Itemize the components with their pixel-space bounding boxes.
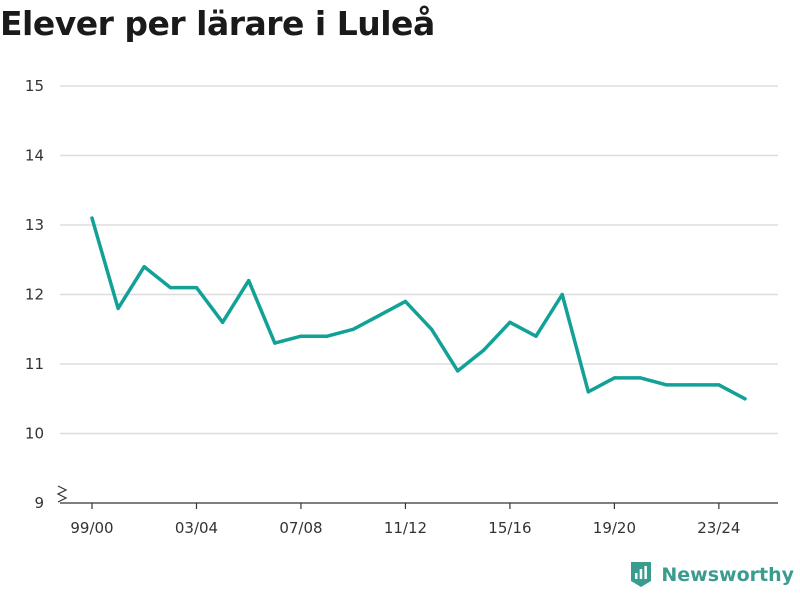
data-point	[743, 397, 747, 401]
x-tick-label: 15/16	[488, 519, 531, 537]
data-point	[482, 348, 486, 352]
brand[interactable]: Newsworthy	[629, 561, 794, 588]
x-tick-label: 99/00	[70, 519, 113, 537]
y-tick-label: 12	[25, 286, 44, 304]
data-point	[638, 376, 643, 380]
y-tick-label: 9	[34, 494, 44, 512]
data-point	[247, 279, 251, 283]
x-tick-label: 23/24	[697, 519, 740, 537]
data-point	[299, 334, 303, 338]
y-tick-label: 15	[25, 77, 44, 95]
data-point	[168, 285, 172, 290]
data-point	[351, 327, 355, 331]
x-tick-label: 07/08	[279, 519, 322, 537]
data-point	[142, 265, 146, 269]
data-point	[221, 320, 225, 324]
series-layer	[90, 216, 747, 401]
data-point	[403, 299, 408, 304]
y-tick-label: 13	[25, 216, 44, 234]
x-tick-label: 11/12	[384, 519, 427, 537]
newsworthy-logo-icon	[631, 562, 652, 587]
y-tick-label: 10	[25, 425, 44, 443]
y-tick-label: 14	[25, 147, 44, 165]
data-point	[717, 383, 721, 387]
data-point	[194, 285, 199, 290]
axis-break-zigzag	[56, 485, 68, 503]
y-tick-label: 11	[25, 355, 44, 373]
axis-break-icon	[56, 485, 68, 503]
data-point	[534, 334, 538, 338]
data-point	[273, 341, 277, 345]
data-point	[612, 376, 617, 380]
x-axis-ticks: 99/00 03/04 07/08 11/12 15/16 19/20 23/24	[70, 503, 740, 537]
data-point	[325, 334, 329, 338]
x-tick-label: 03/04	[175, 519, 218, 537]
data-point	[429, 327, 434, 331]
grid-lines	[60, 85, 778, 435]
data-point	[90, 216, 94, 220]
data-point	[586, 390, 590, 394]
data-point	[665, 383, 669, 387]
data-point	[560, 292, 564, 297]
brand-name: Newsworthy	[661, 563, 794, 586]
data-point	[456, 369, 460, 373]
data-point	[508, 320, 512, 324]
data-point	[377, 313, 381, 317]
series-line	[90, 216, 747, 401]
x-tick-label: 19/20	[593, 519, 636, 537]
data-point	[691, 383, 695, 387]
chart-title: Elever per lärare i Luleå	[0, 4, 435, 43]
y-axis-ticks: 9 10 11 12 13 14 15	[25, 77, 44, 512]
data-point	[116, 306, 120, 310]
